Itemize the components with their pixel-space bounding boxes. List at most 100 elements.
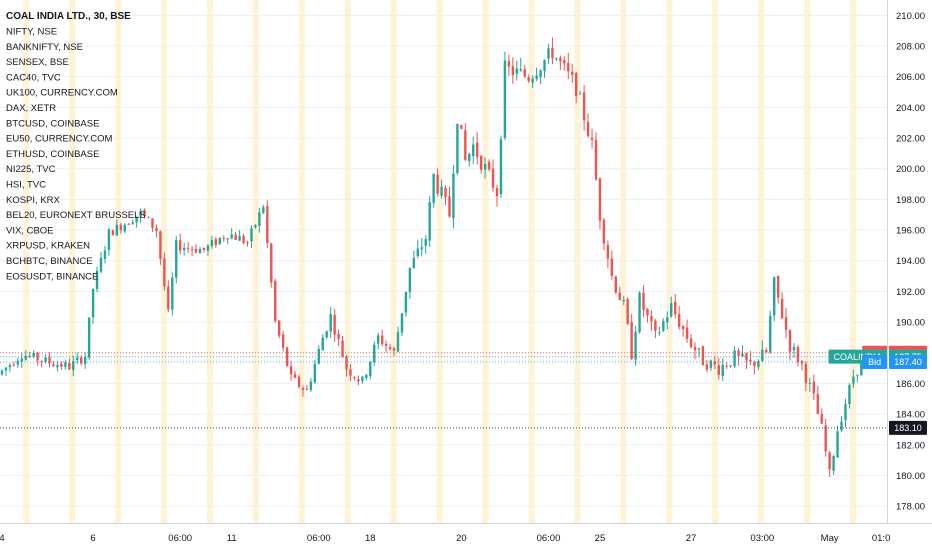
price-tag: 187.40 Bid bbox=[862, 354, 927, 369]
candle bbox=[0, 369, 4, 376]
candle-body bbox=[844, 404, 847, 421]
candle-body bbox=[420, 247, 423, 250]
candle bbox=[483, 157, 487, 179]
session-band bbox=[666, 0, 673, 523]
candle bbox=[547, 43, 550, 65]
candle-body bbox=[214, 239, 218, 246]
time-axis[interactable]: 4 6 06:00 11 06:00 18 20 06:00 25 27 03:00 May 01:0 bbox=[0, 533, 890, 544]
candle bbox=[289, 360, 293, 381]
candle-body bbox=[598, 178, 602, 221]
candle bbox=[424, 235, 427, 254]
candle bbox=[614, 275, 617, 295]
candle bbox=[804, 361, 808, 392]
candle bbox=[586, 113, 590, 138]
candle bbox=[582, 85, 586, 131]
candle bbox=[99, 251, 103, 274]
candle bbox=[681, 325, 685, 337]
candle bbox=[396, 326, 400, 353]
candle-body bbox=[836, 431, 839, 458]
candle-body bbox=[452, 173, 455, 219]
session-band bbox=[620, 0, 627, 523]
candle bbox=[571, 63, 574, 83]
candle-body bbox=[828, 452, 831, 470]
time-tick-label: 4 bbox=[0, 533, 5, 544]
candle bbox=[662, 318, 665, 333]
candle-body bbox=[369, 361, 372, 377]
candle bbox=[28, 351, 31, 358]
candle bbox=[848, 383, 851, 409]
candle-body bbox=[278, 320, 281, 336]
candle bbox=[543, 59, 546, 78]
candle-body bbox=[210, 239, 214, 247]
candle-body bbox=[48, 357, 51, 364]
candle bbox=[83, 352, 87, 369]
candle-body bbox=[333, 314, 336, 335]
candle bbox=[559, 55, 562, 71]
candle bbox=[836, 425, 839, 458]
candle bbox=[563, 56, 566, 71]
candle bbox=[64, 359, 67, 370]
candle bbox=[68, 358, 71, 371]
candle bbox=[856, 374, 859, 383]
candle bbox=[499, 135, 503, 198]
candle-body bbox=[511, 66, 515, 76]
candle-body bbox=[654, 320, 657, 331]
candle-body bbox=[479, 155, 483, 170]
candle bbox=[436, 168, 439, 197]
candle-body bbox=[147, 217, 150, 219]
candle bbox=[792, 343, 796, 358]
candle bbox=[190, 245, 194, 257]
session-band bbox=[482, 0, 489, 523]
candle bbox=[182, 242, 186, 256]
candle-body bbox=[186, 247, 190, 249]
candle-body bbox=[685, 327, 689, 339]
time-tick-label: 18 bbox=[365, 533, 376, 544]
candle bbox=[246, 240, 249, 247]
candle-body bbox=[840, 421, 843, 431]
compare-symbol-label: XRPUSD, KRAKEN bbox=[6, 241, 90, 252]
candle-body bbox=[610, 258, 614, 276]
candle-body bbox=[325, 331, 328, 338]
session-band bbox=[207, 0, 214, 523]
candle-body bbox=[40, 360, 43, 362]
price-tick-label: 182.00 bbox=[896, 440, 925, 451]
candle bbox=[373, 341, 376, 367]
candle bbox=[321, 334, 324, 351]
candle bbox=[523, 64, 526, 79]
candle-body bbox=[175, 240, 178, 278]
candle-body bbox=[313, 364, 317, 383]
candle-body bbox=[820, 414, 823, 424]
candle-body bbox=[266, 205, 269, 244]
candle-body bbox=[741, 353, 744, 356]
price-tick-label: 196.00 bbox=[896, 226, 925, 237]
candle bbox=[345, 354, 348, 377]
candle bbox=[349, 364, 352, 381]
candle bbox=[852, 369, 855, 389]
candle-body bbox=[670, 303, 673, 317]
price-tag-value-box bbox=[889, 354, 927, 369]
candle bbox=[194, 244, 198, 254]
time-tick-label: 6 bbox=[90, 533, 95, 544]
candle-body bbox=[563, 60, 566, 64]
session-band bbox=[390, 0, 397, 523]
candle bbox=[784, 307, 788, 339]
candle bbox=[709, 359, 713, 371]
session-band bbox=[436, 0, 443, 523]
candle bbox=[127, 222, 130, 225]
session-band bbox=[252, 0, 259, 523]
candle bbox=[780, 292, 784, 320]
candle-body bbox=[238, 236, 241, 241]
candle bbox=[753, 360, 756, 375]
candle bbox=[575, 71, 578, 104]
candle-body bbox=[285, 347, 289, 366]
candle-body bbox=[206, 245, 210, 251]
session-band bbox=[115, 0, 122, 523]
candle bbox=[646, 307, 649, 323]
candle bbox=[163, 252, 166, 291]
candle-body bbox=[0, 370, 4, 375]
candle-body bbox=[729, 365, 732, 367]
candle bbox=[535, 67, 538, 82]
